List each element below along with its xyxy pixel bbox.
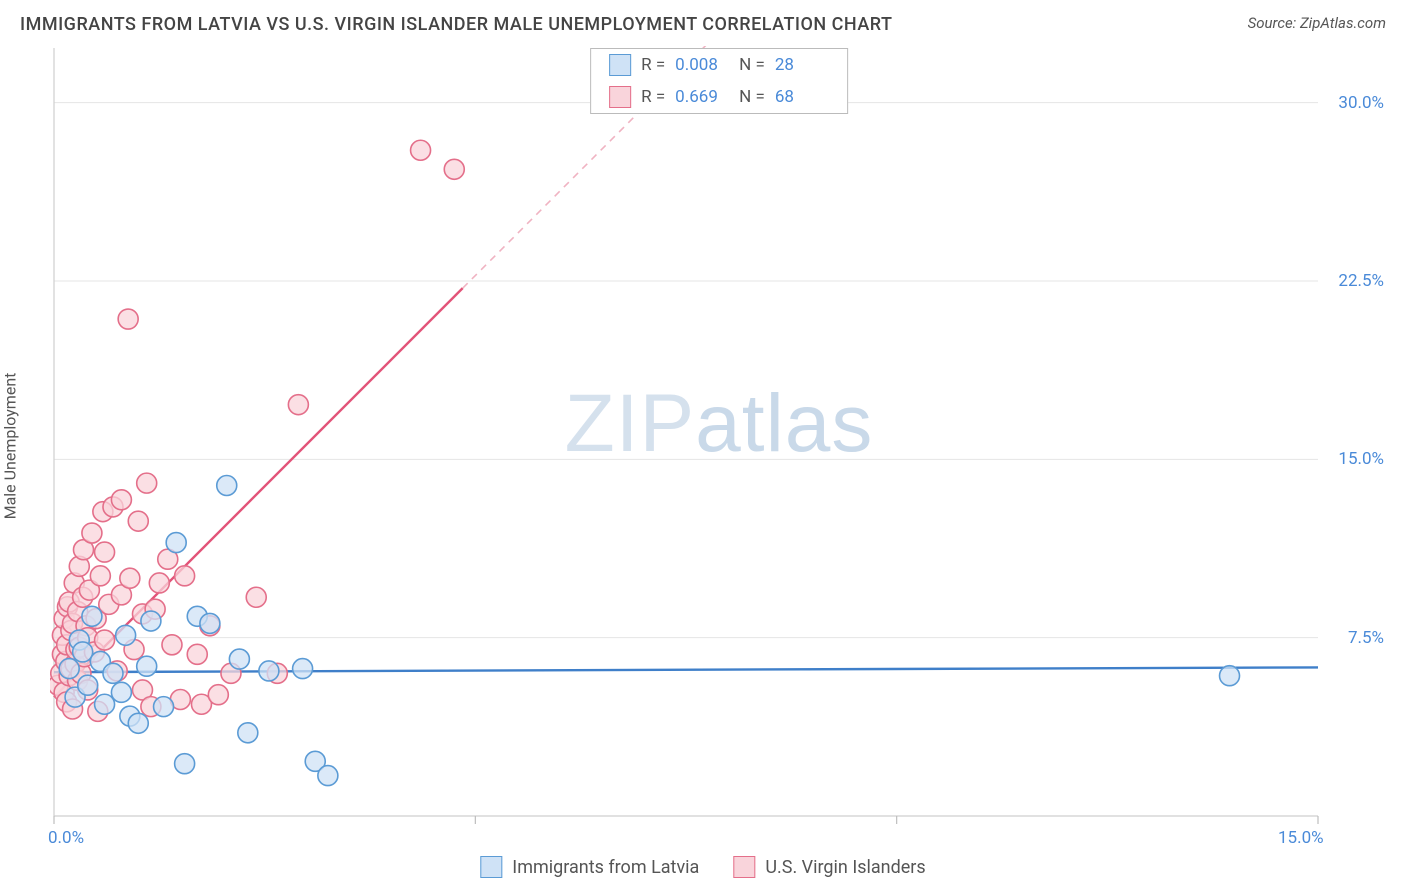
legend-item-latvia: Immigrants from Latvia xyxy=(480,856,699,878)
stats-row-latvia: R = 0.008 N = 28 xyxy=(591,49,847,81)
n-value-latvia: 28 xyxy=(775,55,829,75)
n-value-usvi: 68 xyxy=(775,87,829,107)
y-tick-label: 15.0% xyxy=(1338,449,1384,469)
r-label: R = xyxy=(641,55,665,75)
chart-title: IMMIGRANTS FROM LATVIA VS U.S. VIRGIN IS… xyxy=(20,14,892,35)
y-tick-label: 22.5% xyxy=(1338,271,1384,291)
legend-label-latvia: Immigrants from Latvia xyxy=(512,857,699,878)
source-credit: Source: ZipAtlas.com xyxy=(1248,14,1386,32)
plot-area: ZIPatlas R = 0.008 N = 28 R = 0.669 N = … xyxy=(50,46,1388,834)
swatch-latvia xyxy=(609,54,631,76)
stats-row-usvi: R = 0.669 N = 68 xyxy=(591,81,847,113)
swatch-usvi xyxy=(609,86,631,108)
r-value-latvia: 0.008 xyxy=(675,55,729,75)
n-label: N = xyxy=(739,55,765,75)
series-legend: Immigrants from Latvia U.S. Virgin Islan… xyxy=(480,856,925,878)
y-tick-label: 7.5% xyxy=(1348,628,1384,648)
x-tick-label: 0.0% xyxy=(48,828,84,848)
y-tick-label: 30.0% xyxy=(1338,93,1384,113)
legend-item-usvi: U.S. Virgin Islanders xyxy=(733,856,925,878)
swatch-usvi xyxy=(733,856,755,878)
y-axis-label: Male Unemployment xyxy=(1,373,20,520)
legend-label-usvi: U.S. Virgin Islanders xyxy=(765,857,925,878)
scatter-plot xyxy=(50,46,1388,834)
r-label: R = xyxy=(641,87,665,107)
stats-legend: R = 0.008 N = 28 R = 0.669 N = 68 xyxy=(590,48,848,114)
n-label: N = xyxy=(739,87,765,107)
swatch-latvia xyxy=(480,856,502,878)
r-value-usvi: 0.669 xyxy=(675,87,729,107)
x-tick-label: 15.0% xyxy=(1278,828,1324,848)
